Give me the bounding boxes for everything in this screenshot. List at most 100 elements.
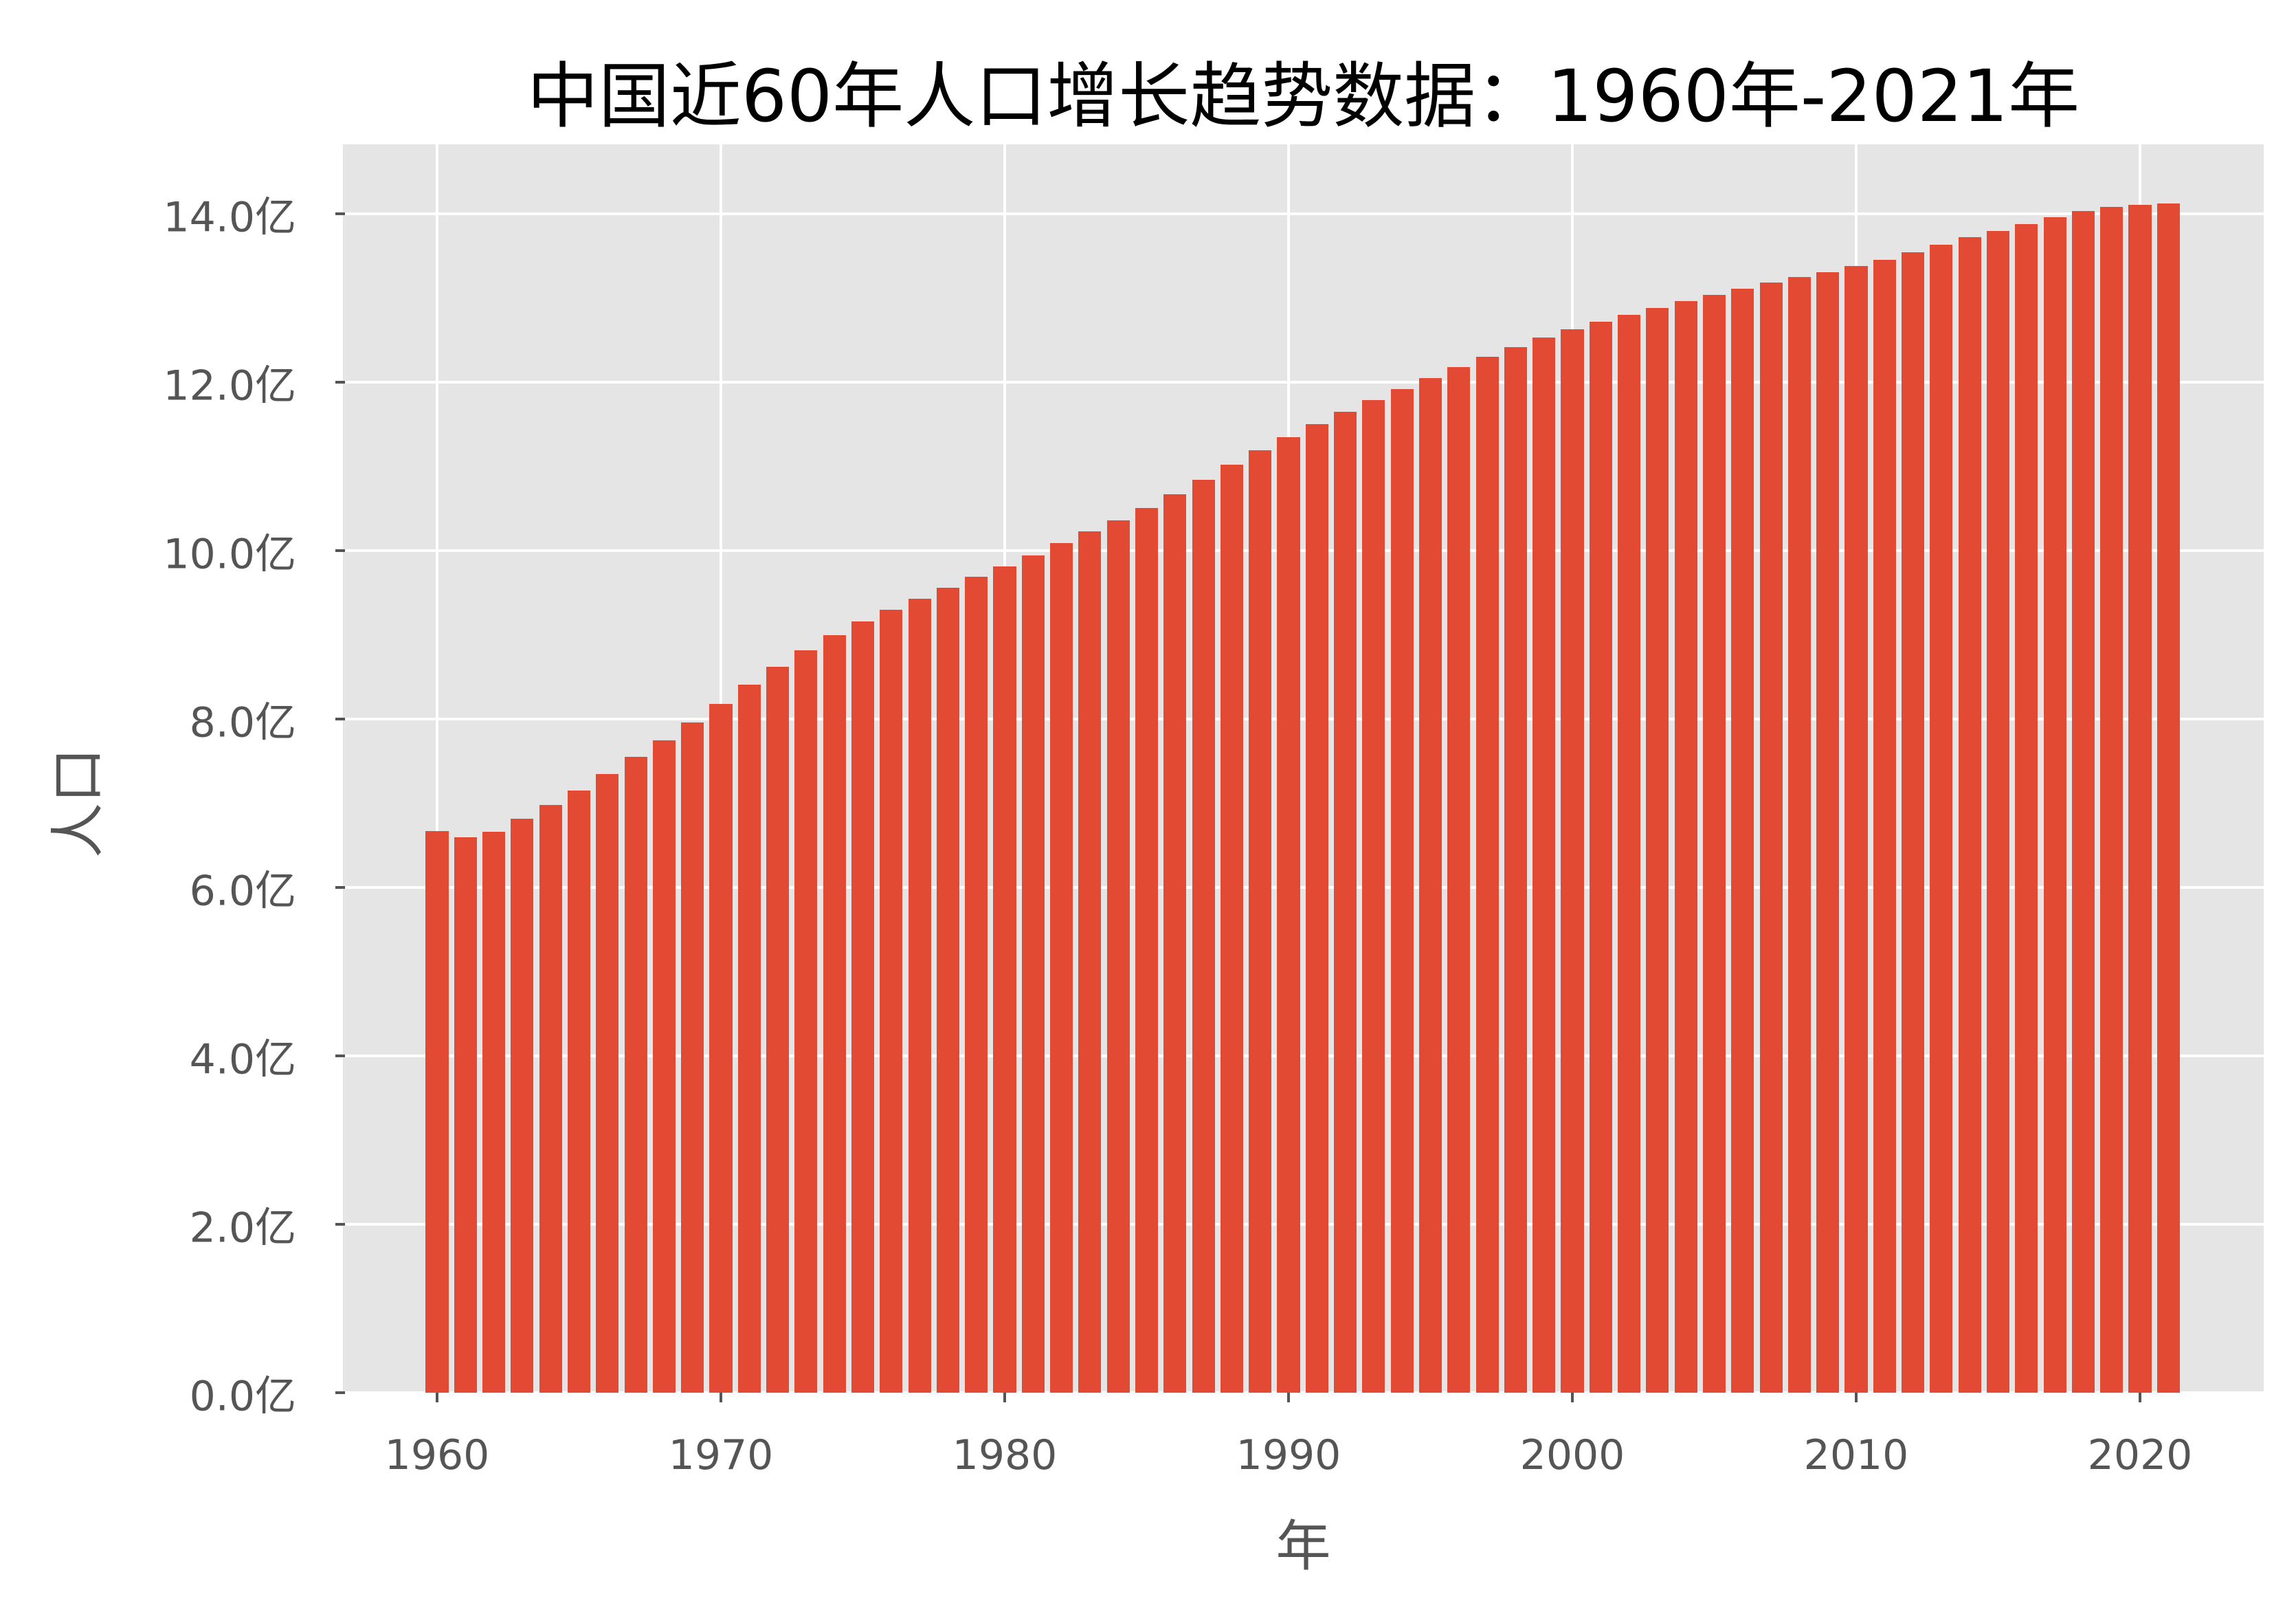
x-axis-label: 年 bbox=[1275, 1514, 1331, 1578]
bar-2011 bbox=[1873, 260, 1896, 1393]
y-tick-mark bbox=[335, 718, 345, 720]
y-tick-label: 2.0亿 bbox=[189, 1204, 296, 1252]
y-tick-label: 0.0亿 bbox=[189, 1372, 296, 1421]
y-tick-label: 10.0亿 bbox=[163, 530, 296, 579]
y-axis-label: 人口 bbox=[46, 748, 110, 858]
x-tick-mark bbox=[720, 1393, 722, 1402]
bar-1995 bbox=[1418, 377, 1442, 1393]
x-tick-label: 1960 bbox=[384, 1431, 490, 1479]
bar-1966 bbox=[596, 773, 619, 1393]
bar-1994 bbox=[1390, 388, 1414, 1393]
bar-1998 bbox=[1504, 346, 1527, 1393]
bar-2003 bbox=[1646, 308, 1669, 1393]
gridline-horizontal bbox=[343, 381, 2264, 384]
bar-1987 bbox=[1192, 480, 1215, 1393]
gridline-horizontal bbox=[343, 1223, 2264, 1226]
bar-1997 bbox=[1475, 357, 1499, 1393]
bar-1973 bbox=[794, 650, 818, 1393]
bar-2012 bbox=[1902, 252, 1925, 1393]
bar-1986 bbox=[1163, 494, 1187, 1393]
bar-1974 bbox=[823, 634, 846, 1393]
bar-2020 bbox=[2128, 204, 2152, 1393]
bar-1984 bbox=[1106, 520, 1130, 1393]
bar-2004 bbox=[1674, 301, 1697, 1393]
bar-1975 bbox=[851, 621, 874, 1393]
y-tick-mark bbox=[335, 886, 345, 889]
bar-2007 bbox=[1759, 283, 1783, 1393]
bar-1985 bbox=[1135, 507, 1158, 1393]
bar-1981 bbox=[1021, 555, 1045, 1393]
bar-1996 bbox=[1447, 366, 1471, 1393]
x-tick-label: 1990 bbox=[1236, 1431, 1341, 1479]
bar-1962 bbox=[482, 832, 506, 1393]
chart-title: 中国近60年人口增长趋势数据：1960年-2021年 bbox=[526, 54, 2080, 138]
bar-2014 bbox=[1958, 237, 1981, 1393]
bar-2002 bbox=[1618, 315, 1641, 1393]
bar-1992 bbox=[1334, 411, 1357, 1393]
x-tick-label: 2000 bbox=[1519, 1431, 1625, 1479]
gridline-vertical bbox=[436, 144, 438, 1393]
bar-2021 bbox=[2156, 203, 2180, 1393]
bar-1977 bbox=[908, 598, 931, 1393]
bar-1976 bbox=[880, 609, 903, 1393]
x-tick-mark bbox=[1287, 1393, 1290, 1402]
bar-2016 bbox=[2015, 223, 2038, 1393]
gridline-horizontal bbox=[343, 886, 2264, 889]
x-tick-mark bbox=[1571, 1393, 1574, 1402]
plot-area bbox=[343, 144, 2264, 1394]
bar-2008 bbox=[1787, 276, 1811, 1393]
bar-1967 bbox=[624, 757, 647, 1393]
bar-1968 bbox=[652, 740, 676, 1393]
x-tick-mark bbox=[1003, 1393, 1006, 1402]
y-tick-mark bbox=[335, 1055, 345, 1057]
y-tick-label: 8.0亿 bbox=[189, 698, 296, 747]
bar-1979 bbox=[965, 576, 988, 1393]
y-tick-mark bbox=[335, 381, 345, 384]
bar-1978 bbox=[936, 587, 959, 1393]
y-tick-mark bbox=[335, 212, 345, 215]
bar-2001 bbox=[1589, 321, 1612, 1393]
y-tick-label: 6.0亿 bbox=[189, 867, 296, 916]
x-tick-label: 1980 bbox=[952, 1431, 1058, 1479]
x-tick-mark bbox=[2139, 1393, 2141, 1402]
x-tick-label: 2020 bbox=[2087, 1431, 2193, 1479]
bar-1989 bbox=[1249, 450, 1272, 1393]
bar-1964 bbox=[539, 804, 562, 1393]
bar-1965 bbox=[567, 791, 590, 1393]
x-tick-label: 2010 bbox=[1803, 1431, 1909, 1479]
y-tick-label: 12.0亿 bbox=[163, 362, 296, 410]
bar-1961 bbox=[454, 837, 477, 1393]
x-tick-mark bbox=[1855, 1393, 1858, 1402]
bar-1980 bbox=[993, 566, 1016, 1393]
bar-1990 bbox=[1277, 437, 1300, 1393]
bar-2010 bbox=[1844, 265, 1868, 1393]
gridline-horizontal bbox=[343, 549, 2264, 552]
bar-2019 bbox=[2100, 207, 2124, 1393]
gridline-horizontal bbox=[343, 718, 2264, 720]
bar-2000 bbox=[1561, 329, 1584, 1393]
bar-2018 bbox=[2071, 211, 2095, 1393]
gridline-horizontal bbox=[343, 212, 2264, 215]
bar-2009 bbox=[1816, 272, 1840, 1393]
bar-2017 bbox=[2043, 217, 2066, 1393]
x-tick-mark bbox=[436, 1393, 438, 1402]
bar-1999 bbox=[1532, 338, 1556, 1393]
bar-1983 bbox=[1078, 531, 1102, 1393]
y-tick-mark bbox=[335, 1391, 345, 1394]
bar-1988 bbox=[1220, 465, 1243, 1393]
y-tick-label: 4.0亿 bbox=[189, 1035, 296, 1084]
y-tick-mark bbox=[335, 1223, 345, 1226]
bar-1969 bbox=[681, 722, 704, 1393]
y-tick-mark bbox=[335, 549, 345, 552]
x-tick-label: 1970 bbox=[668, 1431, 774, 1479]
bar-1982 bbox=[1050, 542, 1073, 1393]
bar-1971 bbox=[737, 684, 761, 1393]
bar-1960 bbox=[425, 830, 449, 1393]
bar-1970 bbox=[709, 703, 733, 1393]
gridline-horizontal bbox=[343, 1391, 2264, 1394]
bar-2006 bbox=[1731, 289, 1754, 1393]
bar-1963 bbox=[511, 818, 534, 1393]
bar-1993 bbox=[1362, 399, 1385, 1393]
y-tick-label: 14.0亿 bbox=[163, 193, 296, 242]
gridline-horizontal bbox=[343, 1055, 2264, 1057]
